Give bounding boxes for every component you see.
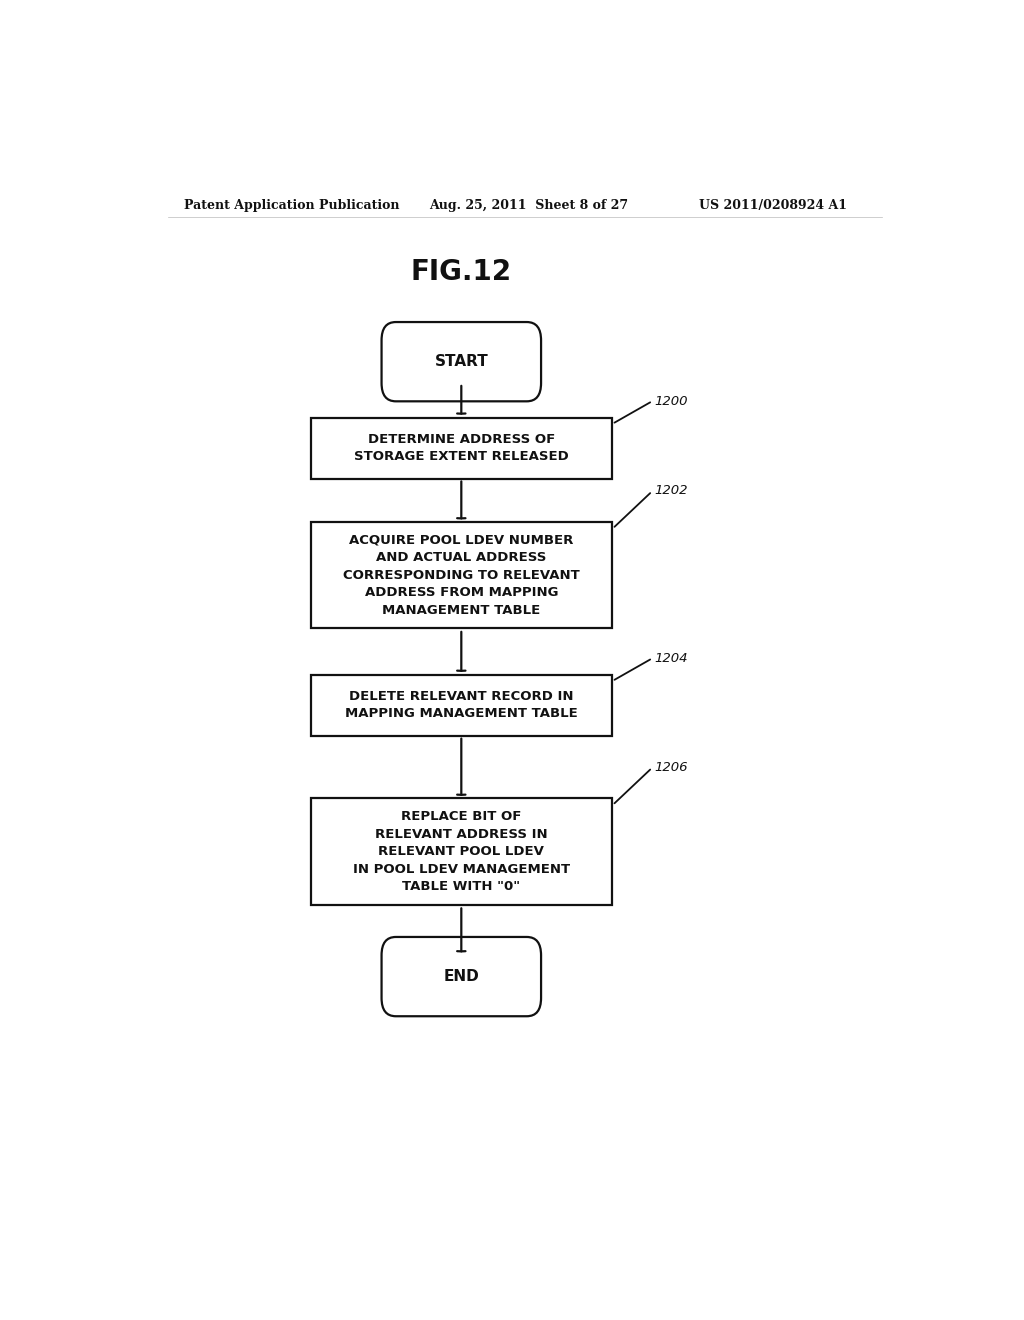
Bar bbox=[310, 417, 612, 479]
Text: DETERMINE ADDRESS OF
STORAGE EXTENT RELEASED: DETERMINE ADDRESS OF STORAGE EXTENT RELE… bbox=[354, 433, 568, 463]
Text: DELETE RELEVANT RECORD IN
MAPPING MANAGEMENT TABLE: DELETE RELEVANT RECORD IN MAPPING MANAGE… bbox=[345, 690, 578, 721]
Text: START: START bbox=[434, 354, 488, 370]
FancyBboxPatch shape bbox=[382, 937, 541, 1016]
Text: END: END bbox=[443, 969, 479, 985]
Bar bbox=[310, 799, 612, 906]
Text: 1202: 1202 bbox=[654, 484, 688, 498]
Text: Patent Application Publication: Patent Application Publication bbox=[183, 198, 399, 211]
Text: 1200: 1200 bbox=[654, 395, 688, 408]
Text: ACQUIRE POOL LDEV NUMBER
AND ACTUAL ADDRESS
CORRESPONDING TO RELEVANT
ADDRESS FR: ACQUIRE POOL LDEV NUMBER AND ACTUAL ADDR… bbox=[343, 533, 580, 616]
Text: 1204: 1204 bbox=[654, 652, 688, 665]
Text: US 2011/0208924 A1: US 2011/0208924 A1 bbox=[699, 198, 848, 211]
Bar bbox=[310, 675, 612, 735]
Text: FIG.12: FIG.12 bbox=[411, 259, 512, 286]
Text: REPLACE BIT OF
RELEVANT ADDRESS IN
RELEVANT POOL LDEV
IN POOL LDEV MANAGEMENT
TA: REPLACE BIT OF RELEVANT ADDRESS IN RELEV… bbox=[352, 810, 570, 894]
FancyBboxPatch shape bbox=[382, 322, 541, 401]
Bar bbox=[310, 521, 612, 628]
Text: 1206: 1206 bbox=[654, 760, 688, 774]
Text: Aug. 25, 2011  Sheet 8 of 27: Aug. 25, 2011 Sheet 8 of 27 bbox=[430, 198, 629, 211]
